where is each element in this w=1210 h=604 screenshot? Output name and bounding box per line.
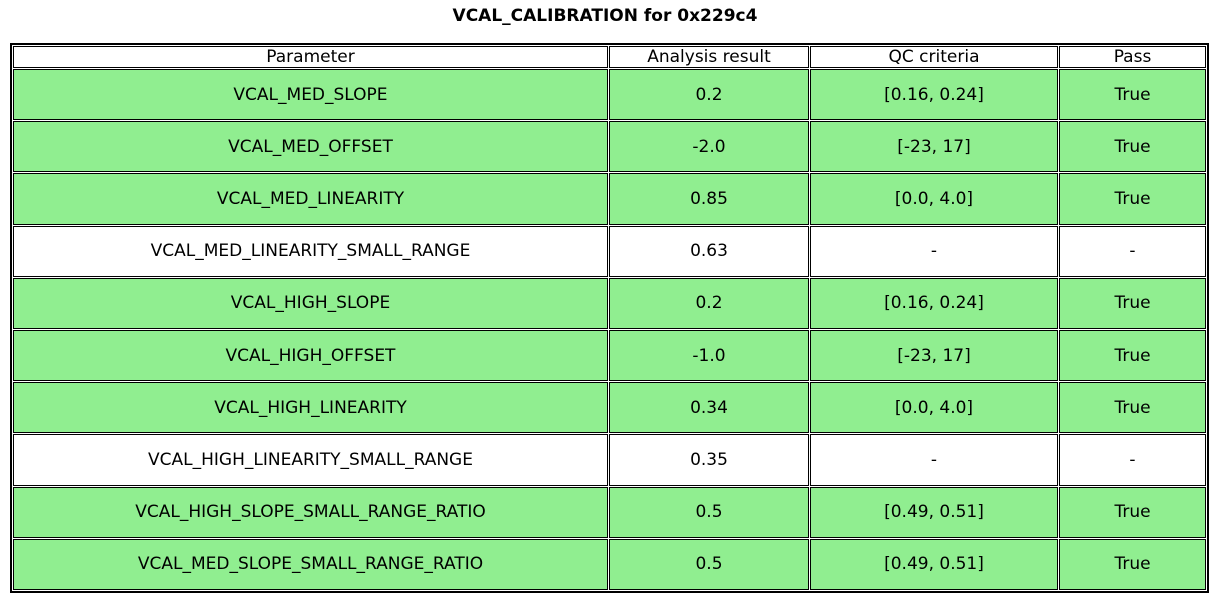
result-cell: 0.63 [609, 225, 809, 277]
parameter-cell: VCAL_MED_LINEARITY_SMALL_RANGE [13, 225, 608, 277]
qc-criteria-cell: [0.16, 0.24] [810, 69, 1058, 121]
col-header-pass: Pass [1059, 46, 1206, 68]
table-row: VCAL_MED_SLOPE 0.2 [0.16, 0.24] True [13, 69, 1206, 121]
qc-criteria-cell: [0.16, 0.24] [810, 277, 1058, 329]
qc-criteria-cell: [0.0, 4.0] [810, 382, 1058, 434]
table-row: VCAL_HIGH_SLOPE_SMALL_RANGE_RATIO 0.5 [0… [13, 486, 1206, 538]
page-title: VCAL_CALIBRATION for 0x229c4 [452, 6, 758, 26]
parameter-cell: VCAL_MED_SLOPE_SMALL_RANGE_RATIO [13, 538, 608, 590]
parameter-cell: VCAL_MED_OFFSET [13, 121, 608, 173]
qc-criteria-cell: [0.0, 4.0] [810, 173, 1058, 225]
table-row: VCAL_MED_LINEARITY_SMALL_RANGE 0.63 - - [13, 225, 1206, 277]
parameter-cell: VCAL_HIGH_SLOPE [13, 277, 608, 329]
table-row: VCAL_MED_SLOPE_SMALL_RANGE_RATIO 0.5 [0.… [13, 538, 1206, 590]
qc-criteria-cell: - [810, 225, 1058, 277]
pass-cell: - [1059, 225, 1206, 277]
parameter-cell: VCAL_HIGH_SLOPE_SMALL_RANGE_RATIO [13, 486, 608, 538]
table-row: VCAL_HIGH_LINEARITY 0.34 [0.0, 4.0] True [13, 382, 1206, 434]
col-header-qc-criteria: QC criteria [810, 46, 1058, 68]
result-cell: 0.35 [609, 434, 809, 486]
result-cell: 0.2 [609, 277, 809, 329]
table-row: VCAL_HIGH_SLOPE 0.2 [0.16, 0.24] True [13, 277, 1206, 329]
header-row: Parameter Analysis result QC criteria Pa… [13, 46, 1206, 68]
result-cell: 0.85 [609, 173, 809, 225]
col-header-parameter: Parameter [13, 46, 608, 68]
result-cell: 0.5 [609, 538, 809, 590]
result-cell: -1.0 [609, 329, 809, 382]
pass-cell: True [1059, 486, 1206, 538]
pass-cell: True [1059, 277, 1206, 329]
pass-cell: True [1059, 69, 1206, 121]
pass-cell: True [1059, 382, 1206, 434]
pass-cell: - [1059, 434, 1206, 486]
table-row: VCAL_MED_OFFSET -2.0 [-23, 17] True [13, 121, 1206, 173]
qc-criteria-cell: - [810, 434, 1058, 486]
col-header-analysis-result: Analysis result [609, 46, 809, 68]
parameter-cell: VCAL_HIGH_OFFSET [13, 329, 608, 382]
pass-cell: True [1059, 329, 1206, 382]
result-cell: 0.5 [609, 486, 809, 538]
pass-cell: True [1059, 173, 1206, 225]
table-row: VCAL_MED_LINEARITY 0.85 [0.0, 4.0] True [13, 173, 1206, 225]
result-cell: -2.0 [609, 121, 809, 173]
result-cell: 0.2 [609, 69, 809, 121]
parameter-cell: VCAL_HIGH_LINEARITY_SMALL_RANGE [13, 434, 608, 486]
qc-results-table: Parameter Analysis result QC criteria Pa… [10, 43, 1209, 593]
table-row: VCAL_HIGH_LINEARITY_SMALL_RANGE 0.35 - - [13, 434, 1206, 486]
qc-criteria-cell: [-23, 17] [810, 121, 1058, 173]
qc-criteria-cell: [-23, 17] [810, 329, 1058, 382]
parameter-cell: VCAL_MED_SLOPE [13, 69, 608, 121]
pass-cell: True [1059, 538, 1206, 590]
parameter-cell: VCAL_HIGH_LINEARITY [13, 382, 608, 434]
pass-cell: True [1059, 121, 1206, 173]
table-row: VCAL_HIGH_OFFSET -1.0 [-23, 17] True [13, 329, 1206, 382]
qc-criteria-cell: [0.49, 0.51] [810, 486, 1058, 538]
qc-criteria-cell: [0.49, 0.51] [810, 538, 1058, 590]
result-cell: 0.34 [609, 382, 809, 434]
parameter-cell: VCAL_MED_LINEARITY [13, 173, 608, 225]
